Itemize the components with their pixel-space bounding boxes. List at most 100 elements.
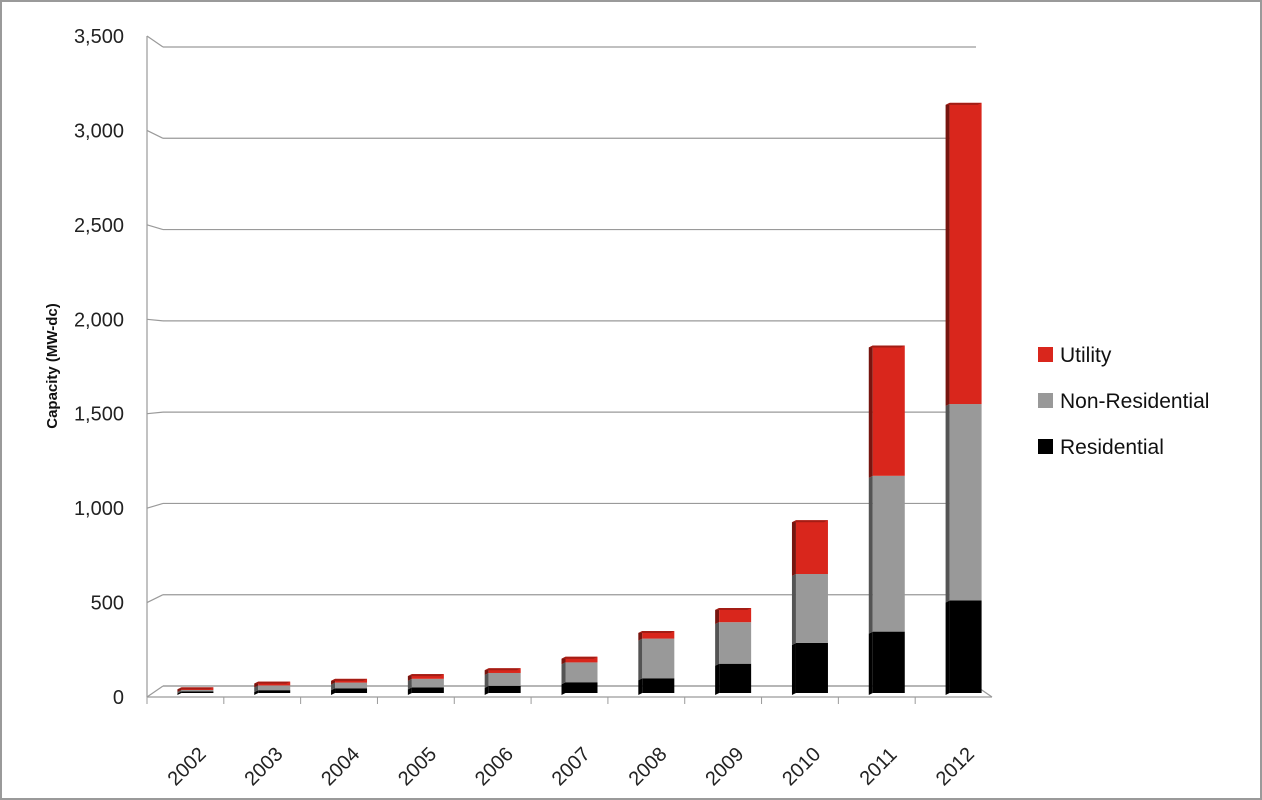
bar-side-2010-utility — [791, 520, 796, 577]
x-tick-label: 2011 — [856, 744, 902, 790]
x-tick-label: 2008 — [625, 743, 672, 790]
x-tick-label: 2006 — [471, 743, 518, 790]
y-tick-label: 500 — [91, 593, 124, 615]
y-tick-label: 2,500 — [74, 215, 124, 237]
bar-side-2009-non-residential — [715, 622, 720, 666]
legend-swatch-non-residential — [1038, 393, 1053, 408]
bar-side-2008-non-residential — [638, 638, 643, 681]
bar-side-2005-residential — [407, 687, 412, 695]
x-tick-label: 2004 — [317, 743, 364, 790]
bar-top-2008 — [638, 631, 675, 634]
bar-2002-non-residential — [181, 689, 214, 692]
bar-2011-residential — [872, 631, 905, 693]
bar-top-2009 — [715, 608, 752, 611]
bar-2008-non-residential — [642, 638, 675, 679]
bar-top-2007 — [561, 656, 598, 659]
bar-side-2012-non-residential — [945, 404, 950, 603]
bar-side-2007-non-residential — [561, 662, 566, 685]
bar-2005-non-residential — [411, 678, 444, 688]
y-tick-label: 3,500 — [74, 26, 124, 48]
bar-2002-residential — [181, 691, 214, 693]
y-tick-label: 2,000 — [74, 309, 124, 331]
gridline-connector-2500 — [146, 224, 164, 231]
y-tick-label: 0 — [113, 687, 124, 709]
x-tick-label: 2005 — [394, 743, 441, 790]
bar-2003-non-residential — [258, 685, 291, 691]
bar-top-2010 — [791, 520, 828, 523]
bar-2003-residential — [258, 690, 291, 693]
gridline-connector-2000 — [146, 318, 164, 322]
bar-2004-residential — [335, 688, 368, 693]
bar-2007-non-residential — [565, 662, 598, 683]
bar-top-2003 — [254, 681, 291, 684]
y-tick-label: 3,000 — [74, 120, 124, 142]
x-tick-label: 2003 — [240, 743, 287, 790]
bar-top-2005 — [407, 674, 444, 677]
bar-2005-utility — [411, 674, 444, 679]
x-tick-label: 2002 — [164, 743, 211, 790]
gridline-connector-1000 — [146, 502, 164, 509]
gridline-connector-1500 — [146, 411, 164, 415]
bar-2008-residential — [642, 678, 675, 693]
bar-side-2011-residential — [868, 631, 873, 695]
bar-2010-utility — [795, 520, 828, 575]
x-tick-label: 2010 — [778, 743, 825, 790]
bar-2007-residential — [565, 682, 598, 693]
bar-side-2006-non-residential — [484, 672, 489, 688]
bar-side-2006-residential — [484, 685, 489, 695]
bar-2007-utility — [565, 656, 598, 663]
bar-2009-residential — [719, 663, 752, 693]
x-tick-label: 2009 — [701, 743, 748, 790]
bar-top-2006 — [484, 668, 521, 671]
bar-side-2007-residential — [561, 682, 566, 695]
bar-side-2002-non-residential — [177, 689, 182, 694]
bar-side-2003-residential — [254, 690, 259, 695]
bar-2010-non-residential — [795, 574, 828, 643]
y-axis-title: Capacity (MW-dc) — [44, 303, 61, 429]
bar-side-2004-residential — [331, 688, 336, 695]
bar-2012-residential — [949, 600, 982, 693]
bar-2004-non-residential — [335, 682, 368, 689]
bar-side-2003-non-residential — [254, 685, 259, 693]
bar-2012-non-residential — [949, 404, 982, 601]
bar-side-2010-residential — [791, 642, 796, 695]
bar-2006-non-residential — [488, 672, 521, 686]
bar-2005-residential — [411, 687, 444, 693]
bar-2011-non-residential — [872, 475, 905, 632]
gridline-connector-500 — [146, 594, 164, 604]
bar-2012-utility — [949, 102, 982, 405]
bar-side-2008-utility — [638, 631, 643, 641]
bar-side-2004-non-residential — [331, 682, 336, 691]
bar-side-2010-non-residential — [791, 574, 796, 645]
bar-side-2012-residential — [945, 600, 950, 695]
bar-2006-utility — [488, 668, 521, 673]
gridline-connector-3500 — [146, 35, 164, 48]
bar-side-2012-utility — [945, 102, 950, 407]
bar-2009-utility — [719, 608, 752, 623]
bar-2009-non-residential — [719, 622, 752, 664]
gridline-connector-0 — [146, 685, 164, 698]
legend-label: Utility — [1060, 344, 1112, 367]
bar-side-2011-non-residential — [868, 475, 873, 634]
bar-2011-utility — [872, 345, 905, 476]
bar-2006-residential — [488, 685, 521, 693]
gridline-connector-3000 — [146, 129, 164, 139]
y-tick-label: 1,000 — [74, 498, 124, 520]
bar-side-2009-residential — [715, 663, 720, 695]
legend-swatch-residential — [1038, 439, 1053, 454]
bar-top-2011 — [868, 345, 905, 348]
bar-2010-residential — [795, 642, 828, 693]
legend-label: Residential — [1060, 436, 1164, 459]
bar-side-2005-non-residential — [407, 678, 412, 690]
bar-side-2008-residential — [638, 678, 643, 695]
bar-top-2002 — [177, 687, 214, 690]
bar-top-2012 — [945, 102, 982, 105]
x-tick-label: 2007 — [548, 743, 595, 790]
legend-label: Non-Residential — [1060, 390, 1209, 413]
x-tick-label: 2012 — [932, 743, 979, 790]
y-tick-label: 1,500 — [74, 404, 124, 426]
bar-side-2009-utility — [715, 608, 720, 625]
bar-side-2002-residential — [177, 691, 182, 695]
legend-swatch-utility — [1038, 347, 1053, 362]
